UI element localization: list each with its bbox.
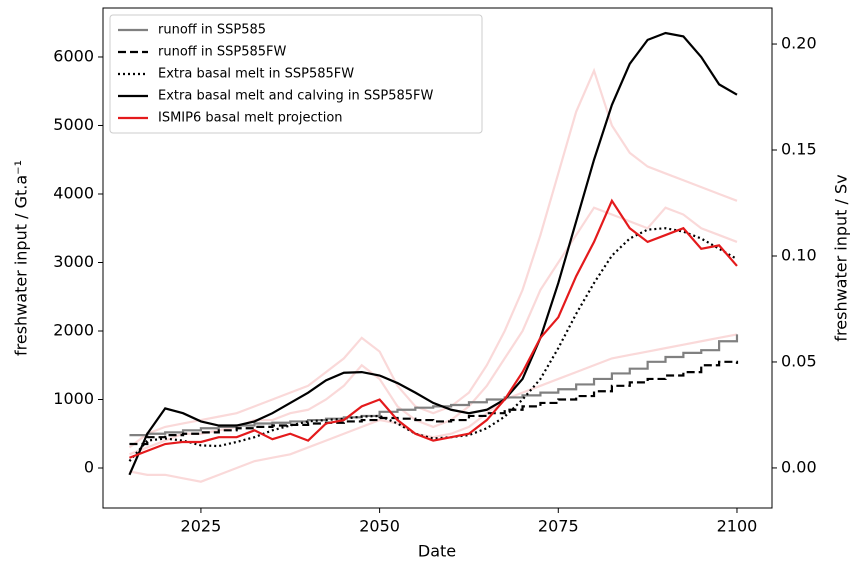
y-axis-label: freshwater input / Gt.a⁻¹ (12, 160, 31, 356)
y2-tick-label: 0.15 (781, 140, 817, 159)
legend-label: runoff in SSP585 (158, 23, 266, 38)
y-tick-label: 5000 (53, 115, 94, 134)
y-tick-label: 1000 (53, 389, 94, 408)
legend-label: runoff in SSP585FW (158, 45, 286, 60)
legend-label: ISMIP6 basal melt projection (158, 111, 343, 126)
series-line (128, 227, 738, 462)
x-tick-label: 2100 (717, 517, 758, 536)
series-line (129, 206, 738, 456)
y-tick-label: 4000 (53, 183, 94, 202)
y2-tick-label: 0.20 (781, 34, 817, 53)
y2-tick-label: 0.05 (781, 351, 817, 370)
series-line (129, 198, 738, 459)
y-tick-label: 0 (84, 457, 94, 476)
x-tick-label: 2050 (359, 517, 400, 536)
series-line (129, 360, 739, 446)
legend-label: Extra basal melt and calving in SSP585FW (158, 89, 434, 104)
series-line (128, 31, 738, 476)
series-line (128, 67, 738, 449)
x-tick-label: 2025 (181, 517, 222, 536)
y2-axis-label: freshwater input / Sv (832, 174, 851, 341)
y2-tick-label: 0.00 (781, 457, 817, 476)
series-line (129, 333, 738, 483)
legend-label: Extra basal melt in SSP585FW (158, 67, 354, 82)
legend-box (109, 14, 483, 134)
y-tick-label: 6000 (53, 46, 94, 65)
y-tick-label: 2000 (53, 320, 94, 339)
x-tick-label: 2075 (538, 517, 579, 536)
y2-tick-label: 0.10 (781, 245, 817, 264)
x-axis-label: Date (418, 542, 456, 561)
y-tick-label: 3000 (53, 252, 94, 271)
plot-frame (102, 7, 773, 509)
